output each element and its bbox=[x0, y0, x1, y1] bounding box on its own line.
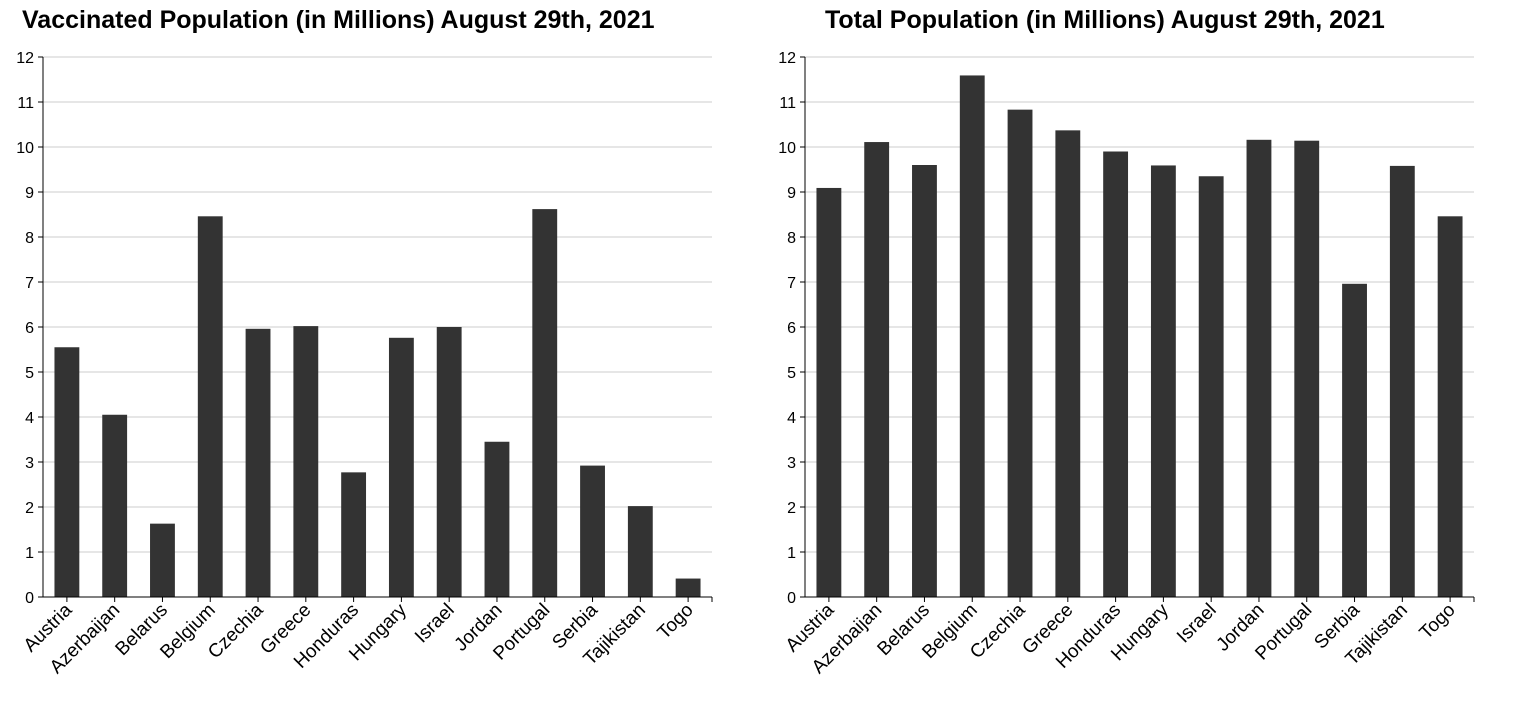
bar-belarus bbox=[150, 523, 175, 597]
y-tick-label: 9 bbox=[25, 185, 34, 202]
bar-serbia bbox=[580, 465, 605, 597]
y-tick-label: 10 bbox=[778, 140, 796, 157]
bar-togo bbox=[1437, 216, 1463, 598]
y-tick-label: 3 bbox=[25, 455, 34, 472]
bar-belgium bbox=[959, 75, 985, 597]
y-tick-label: 0 bbox=[25, 590, 34, 607]
y-tick-label: 9 bbox=[787, 185, 796, 202]
bar-austria bbox=[816, 187, 842, 597]
y-tick-label: 4 bbox=[25, 410, 34, 427]
bar-togo bbox=[675, 578, 701, 597]
y-tick-label: 4 bbox=[787, 410, 796, 427]
y-tick-label: 7 bbox=[787, 275, 796, 292]
bar-belarus bbox=[912, 165, 937, 597]
chart-title: Vaccinated Population (in Millions) Augu… bbox=[22, 6, 655, 34]
bar-portugal bbox=[1294, 140, 1320, 597]
y-tick-label: 8 bbox=[787, 230, 796, 247]
bar-belgium bbox=[197, 216, 223, 598]
bar-azerbaijan bbox=[864, 142, 890, 598]
y-tick-label: 12 bbox=[778, 50, 796, 67]
bar-greece bbox=[1055, 130, 1081, 597]
total-population-chart-panel: Total Population (in Millions) August 29… bbox=[762, 0, 1524, 722]
y-tick-label: 8 bbox=[25, 230, 34, 247]
y-tick-label: 11 bbox=[779, 95, 796, 112]
x-tick-label: Togo bbox=[654, 600, 698, 644]
bar-hungary bbox=[388, 337, 414, 597]
x-tick-label: Togo bbox=[1416, 600, 1460, 644]
y-tick-label: 0 bbox=[787, 590, 796, 607]
y-tick-label: 11 bbox=[17, 95, 34, 112]
bar-czechia bbox=[1007, 109, 1033, 598]
y-tick-label: 5 bbox=[25, 365, 34, 382]
bar-azerbaijan bbox=[102, 414, 128, 597]
y-tick-label: 2 bbox=[787, 500, 796, 517]
bar-jordan bbox=[1246, 139, 1272, 598]
bar-czechia bbox=[245, 328, 271, 597]
y-tick-label: 3 bbox=[787, 455, 796, 472]
bar-tajikistan bbox=[1389, 165, 1415, 597]
bar-israel bbox=[436, 327, 462, 597]
y-tick-label: 12 bbox=[16, 50, 34, 67]
y-tick-label: 1 bbox=[25, 545, 34, 562]
chart-title: Total Population (in Millions) August 29… bbox=[825, 6, 1385, 34]
vaccinated-chart-panel: Vaccinated Population (in Millions) Augu… bbox=[16, 6, 713, 678]
bar-portugal bbox=[532, 209, 558, 597]
bar-jordan bbox=[484, 441, 510, 597]
bar-honduras bbox=[1103, 151, 1129, 597]
y-tick-label: 5 bbox=[787, 365, 796, 382]
bar-serbia bbox=[1342, 283, 1367, 597]
bar-israel bbox=[1198, 176, 1224, 597]
bar-austria bbox=[54, 347, 80, 597]
bar-honduras bbox=[341, 472, 367, 597]
total-population-bar-chart: 0123456789101112AustriaAzerbaijanBelarus… bbox=[778, 50, 1475, 678]
vaccinated-bar-chart: 0123456789101112AustriaAzerbaijanBelarus… bbox=[16, 50, 713, 678]
y-tick-label: 6 bbox=[25, 320, 34, 337]
y-tick-label: 7 bbox=[25, 275, 34, 292]
y-tick-label: 2 bbox=[25, 500, 34, 517]
y-tick-label: 6 bbox=[787, 320, 796, 337]
y-tick-label: 1 bbox=[787, 545, 796, 562]
bar-greece bbox=[293, 326, 319, 597]
bar-hungary bbox=[1150, 165, 1176, 597]
y-tick-label: 10 bbox=[16, 140, 34, 157]
bar-tajikistan bbox=[627, 506, 653, 597]
